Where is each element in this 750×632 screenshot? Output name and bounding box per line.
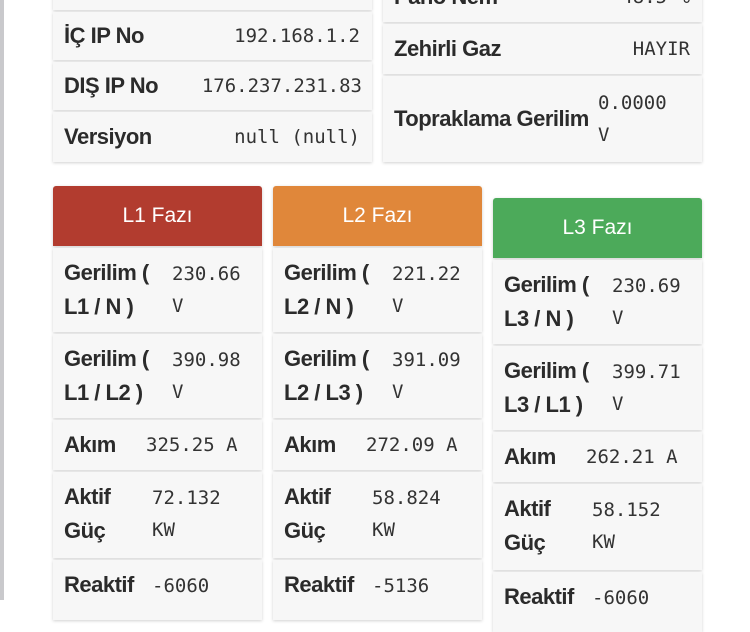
info-row-toxic-gas: Zehirli Gaz HAYIR [383,24,702,74]
phase-header: L2 Fazı [273,186,482,246]
info-row-version: Versiyon null (null) [53,112,372,162]
info-row-humidity: Pano Nem48.5 % [383,0,702,22]
info-row-internal-ip: İÇ IP No 192.168.1.2 [53,12,372,60]
phase-row: Akım 325.25 A [53,420,262,470]
phase-row: Aktif Güç 58.824 KW [273,472,482,558]
phase-row: Reaktif -6060 [493,572,702,632]
info-row-grounding-voltage: Topraklama Gerilim 0.0000 V [383,76,702,162]
value: 192.168.1.2 [234,25,360,47]
label: Versiyon [64,124,152,149]
scrollbar-edge [0,0,4,600]
phase-card-l2: L2 Fazı Gerilim ( L2 / N ) 221.22 V Geril… [273,186,482,620]
phase-row: Gerilim ( L2 / N ) 221.22 V [273,248,482,332]
phase-row: Reaktif -6060 [53,560,262,620]
value: 176.237.231.83 [201,75,362,97]
phase-row: Gerilim ( L1 / N ) 230.66 V [53,248,262,332]
info-row-external-ip: DIŞ IP No 176.237.231.83 [53,62,372,110]
phase-row: Akım 272.09 A [273,420,482,470]
phase-row: Reaktif -5136 [273,560,482,620]
phase-card-l3: L3 Fazı Gerilim ( L3 / N ) 230.69 V Geril… [493,198,702,632]
phase-header: L1 Fazı [53,186,262,246]
phase-row: Gerilim ( L1 / L2 ) 390.98 V [53,334,262,418]
phase-row: Gerilim ( L3 / N ) 230.69 V [493,260,702,344]
phase-row: Aktif Güç 58.152 KW [493,484,702,570]
label: İÇ IP No [64,23,144,48]
info-row-hidden [53,0,372,10]
phase-card-l1: L1 Fazı Gerilim ( L1 / N ) 230.66 V Geril… [53,186,262,620]
value: null (null) [234,126,360,148]
phase-row: Gerilim ( L3 / L1 ) 399.71 V [493,346,702,430]
info-card-left: İÇ IP No 192.168.1.2 DIŞ IP No 176.237.231… [53,0,372,162]
phase-row: Gerilim ( L2 / L3 ) 391.09 V [273,334,482,418]
phase-row: Aktif Güç 72.132 KW [53,472,262,558]
phase-row: Akım 262.21 A [493,432,702,482]
label: DIŞ IP No [64,73,159,98]
phase-header: L3 Fazı [493,198,702,258]
